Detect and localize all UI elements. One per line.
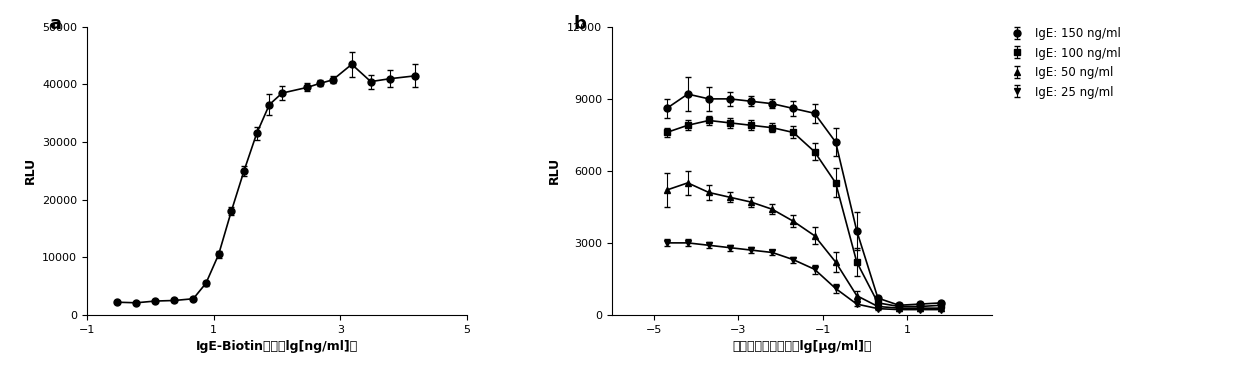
Text: b: b	[574, 15, 587, 33]
Y-axis label: RLU: RLU	[24, 157, 36, 184]
X-axis label: IgE-Biotin浓度（lg[ng/ml]）: IgE-Biotin浓度（lg[ng/ml]）	[196, 340, 358, 353]
Y-axis label: RLU: RLU	[548, 157, 562, 184]
X-axis label: 奧马珠单抗的浓度（lg[μg/ml]）: 奧马珠单抗的浓度（lg[μg/ml]）	[732, 340, 872, 353]
Text: a: a	[48, 15, 61, 33]
Legend: IgE: 150 ng/ml, IgE: 100 ng/ml, IgE: 50 ng/ml, IgE: 25 ng/ml: IgE: 150 ng/ml, IgE: 100 ng/ml, IgE: 50 …	[1006, 27, 1121, 99]
